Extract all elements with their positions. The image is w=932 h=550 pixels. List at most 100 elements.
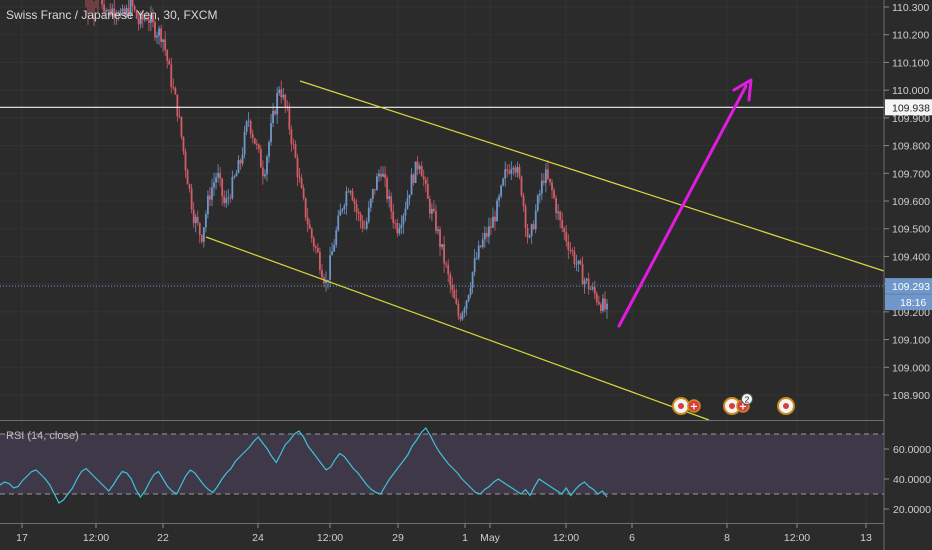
candle-body (559, 211, 562, 220)
candle-body (496, 200, 498, 222)
candle-body (247, 120, 250, 122)
candle-body (156, 35, 158, 38)
candle-body (471, 272, 474, 288)
candle-body (143, 18, 146, 20)
candle-body (400, 224, 403, 229)
candle-body (477, 245, 480, 259)
candle-body (547, 169, 549, 179)
candle-body (300, 178, 303, 189)
candle-body (542, 180, 545, 184)
candle-body (164, 39, 167, 51)
candle-body (194, 216, 197, 224)
candle-body (294, 144, 297, 158)
candle-body (353, 200, 356, 205)
candle-body (272, 110, 274, 124)
candle-body (343, 205, 346, 210)
candle-body (292, 143, 295, 145)
time-axis[interactable]: 17 12:00 22 24 12:00 29 1 May 12:00 6 8 12:00 13 (16, 523, 872, 544)
time-tick-label: 29 (392, 532, 404, 544)
candle-body (394, 222, 397, 224)
candle-body (516, 167, 519, 173)
candle-body (280, 89, 283, 98)
candle-body (551, 182, 553, 191)
time-tick-label: 12:00 (784, 532, 810, 544)
candle-body (581, 264, 584, 285)
candle-body (396, 223, 399, 234)
price-tick-label: 110.200 (892, 30, 929, 42)
candle-body (536, 195, 539, 211)
channel-lower-line[interactable] (205, 236, 710, 421)
candle-body (494, 216, 496, 222)
channel-upper-line[interactable] (299, 80, 885, 272)
candle-body (514, 167, 517, 173)
candle-body (121, 8, 124, 11)
candle-body (339, 210, 342, 216)
candle-body (141, 14, 144, 20)
candle-body (176, 94, 179, 117)
candle-body (567, 241, 570, 251)
candle-body (553, 190, 555, 199)
event-count-badge (741, 393, 753, 405)
candle-body (428, 198, 431, 214)
candle-body (604, 298, 606, 310)
candle-body (430, 208, 433, 214)
candle-body (412, 174, 415, 183)
candle-body (127, 8, 130, 17)
price-tick-label: 109.900 (892, 113, 930, 125)
candle-body (202, 227, 205, 242)
candle-body (384, 173, 386, 179)
candle-body (571, 250, 574, 252)
price-tick-label: 109.700 (892, 168, 930, 180)
candle-body (347, 191, 350, 193)
candle-body (115, 14, 118, 16)
price-tick-label: 109.400 (892, 251, 930, 263)
rsi-tick-label: 20.0000 (893, 504, 931, 516)
candle-body (329, 255, 331, 280)
candle-body (402, 215, 405, 225)
candle-body (239, 160, 242, 164)
candle-body (534, 210, 537, 230)
candle-body (416, 161, 419, 170)
candle-body (555, 198, 557, 214)
event-dot-icon (729, 403, 735, 409)
candle-body (357, 211, 360, 215)
candle-body (237, 160, 240, 174)
candle-body (207, 195, 209, 215)
candle-body (520, 176, 523, 196)
candle-body (335, 230, 338, 246)
candle-body (188, 184, 191, 189)
candle-body (137, 18, 140, 25)
candle-body (349, 191, 352, 193)
candle-body (577, 260, 580, 264)
candle-body (606, 303, 608, 310)
candle-body (274, 110, 277, 115)
candle-body (304, 198, 307, 218)
candle-body (424, 179, 427, 184)
candle-body (365, 221, 368, 229)
plus-glyph: + (690, 402, 698, 413)
candle-body (459, 316, 462, 320)
candle-body (382, 173, 384, 177)
candle-body (512, 167, 515, 170)
candle-body (378, 173, 380, 177)
candle-body (589, 288, 592, 290)
candle-body (190, 188, 193, 210)
event-markers[interactable]: + +2 (672, 393, 795, 415)
candle-body (225, 198, 228, 204)
candle-body (573, 251, 576, 264)
candle-body (160, 28, 162, 42)
candle-body (211, 187, 213, 200)
price-tick-label: 109.800 (892, 141, 930, 153)
projection-arrow[interactable] (617, 78, 753, 328)
candle-body (178, 116, 181, 118)
time-tick-label: 12:00 (317, 532, 343, 544)
candle-body (192, 209, 195, 224)
candle-body (204, 214, 207, 228)
candle-body (200, 234, 203, 242)
candle-body (585, 278, 588, 281)
candle-body (392, 211, 395, 223)
candle-body (453, 289, 456, 299)
candle-body (488, 226, 490, 237)
candle-body (105, 10, 108, 12)
